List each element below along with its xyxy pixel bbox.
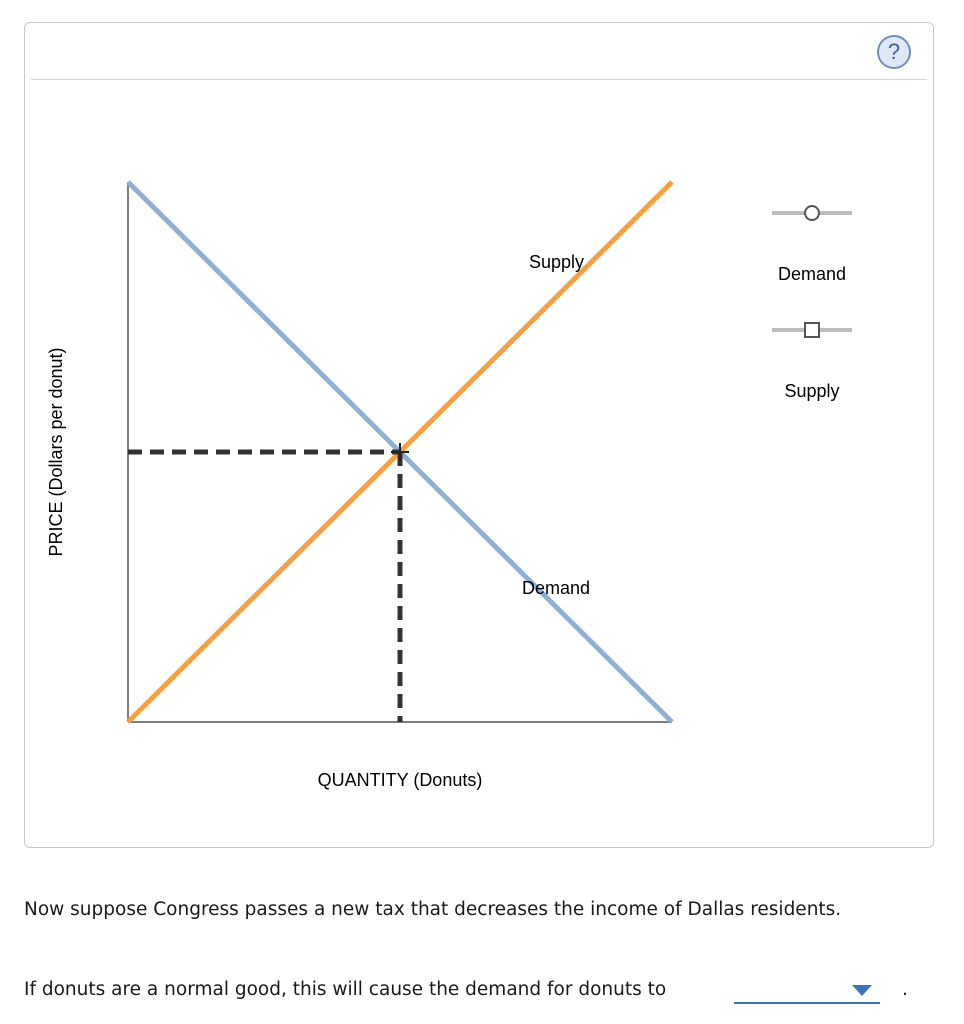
demand-curve-label: Demand — [522, 578, 590, 598]
graph-panel: ? — [24, 22, 934, 848]
question-prompt: If donuts are a normal good, this will c… — [24, 979, 667, 1000]
equilibrium-point-marker[interactable] — [391, 443, 409, 461]
x-axis-title: QUANTITY (Donuts) — [318, 770, 483, 790]
legend-supply-label: Supply — [784, 381, 839, 401]
help-button[interactable]: ? — [877, 35, 911, 69]
square-marker-icon — [804, 322, 820, 338]
demand-change-dropdown[interactable] — [734, 976, 880, 1004]
circle-marker-icon — [804, 205, 820, 221]
supply-curve-label: Supply — [529, 252, 584, 272]
supply-demand-graph: PRICE (Dollars per donut) QUANTITY (Donu… — [46, 180, 852, 790]
legend-supply-tool[interactable]: Supply — [772, 322, 852, 401]
legend-demand-label: Demand — [778, 264, 846, 284]
chevron-down-icon — [852, 985, 872, 996]
panel-divider — [31, 79, 927, 80]
question-statement: Now suppose Congress passes a new tax th… — [24, 899, 842, 920]
y-axis-title: PRICE (Dollars per donut) — [46, 347, 66, 556]
legend-demand-tool[interactable]: Demand — [772, 205, 852, 284]
sentence-period: . — [902, 979, 908, 1000]
